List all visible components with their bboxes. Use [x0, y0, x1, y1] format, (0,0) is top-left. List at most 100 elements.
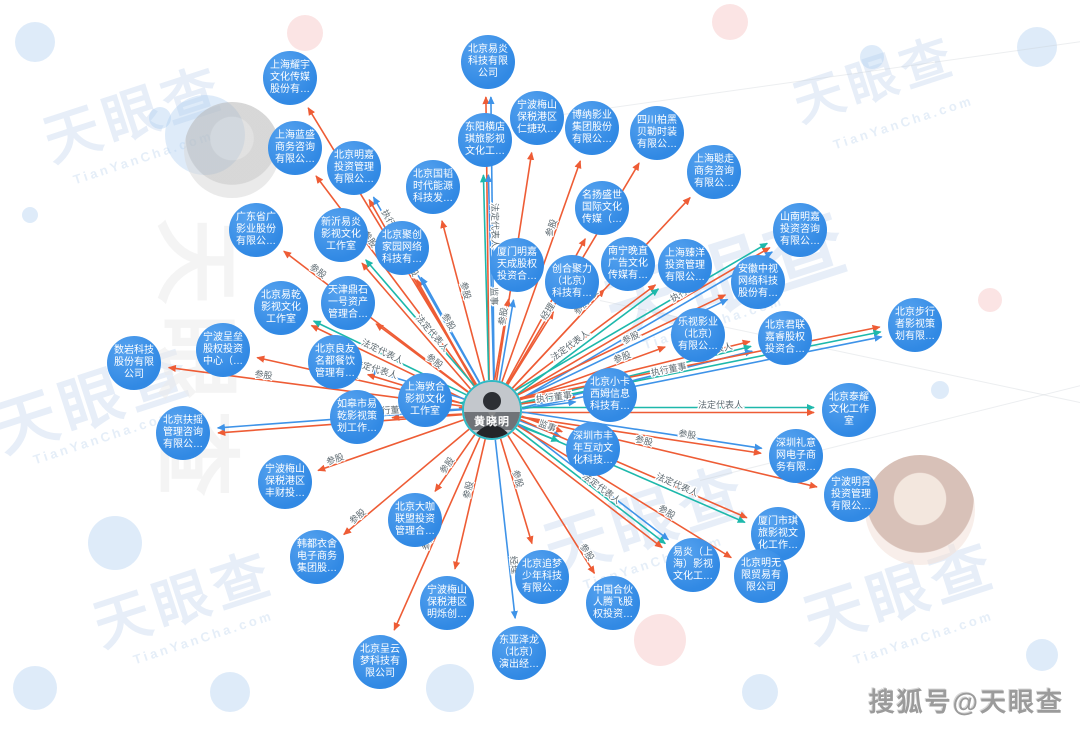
- company-node-label: 数岩科技股份有限公司: [114, 345, 154, 380]
- company-node-label: 宁波梅山保税港区仁捷玖…: [517, 100, 557, 135]
- company-node[interactable]: 数岩科技股份有限公司: [107, 336, 161, 390]
- company-node-label: 上海蓝盛商务咨询有限公…: [275, 130, 315, 165]
- relation-edge: [517, 425, 732, 559]
- company-node[interactable]: 乐视影业（北京）有限公…: [671, 308, 725, 362]
- company-node-label: 东亚泽龙（北京）演出经…: [499, 635, 539, 670]
- company-node[interactable]: 山南明嘉投资咨询有限公…: [773, 203, 827, 257]
- company-node[interactable]: 北京明嘉投资管理有限公…: [327, 141, 381, 195]
- company-node[interactable]: 北京追梦少年科技有限公…: [515, 550, 569, 604]
- company-node[interactable]: 安徽中视网络科技股份有…: [731, 255, 785, 309]
- edge-relation-label: 参股: [634, 433, 654, 448]
- company-node-label: 天津鼎石一号资产管理合…: [328, 285, 368, 320]
- relation-edge: [521, 329, 882, 405]
- relation-edge: [522, 334, 883, 410]
- company-node[interactable]: 创合聚力（北京）科技有…: [545, 255, 599, 309]
- relation-edge: [365, 259, 475, 387]
- company-node[interactable]: 宁波明霄投资管理有限公…: [824, 468, 878, 522]
- company-node[interactable]: 宁波呈垒股权投资中心（…: [196, 323, 250, 377]
- edge-relation-label: 参股: [424, 351, 445, 371]
- edge-relation-label: 法定代表人: [654, 470, 700, 498]
- company-node-label: 北京易炎科技有限公司: [468, 44, 508, 79]
- company-node-label: 深圳礼意网电子商务有限…: [776, 438, 816, 473]
- company-node[interactable]: 北京扶摇管理咨询有限公…: [156, 406, 210, 460]
- company-node[interactable]: 北京明无限贸易有限公司: [734, 549, 788, 603]
- relation-edge: [521, 416, 762, 456]
- company-node-label: 中国合伙人腾飞股权投资…: [593, 585, 633, 620]
- company-node[interactable]: 北京易炎科技有限公司: [461, 35, 515, 89]
- company-node[interactable]: 宁波梅山保税港区丰财投…: [258, 455, 312, 509]
- company-node[interactable]: 北京步行者影视策划有限…: [888, 298, 942, 352]
- relation-edge: [375, 323, 469, 393]
- relation-edge: [518, 423, 670, 541]
- company-node[interactable]: 北京君联嘉睿股权投资合…: [758, 311, 812, 365]
- company-node[interactable]: 中国合伙人腾飞股权投资…: [586, 576, 640, 630]
- company-node[interactable]: 广东省广影业股份有限公…: [229, 203, 283, 257]
- company-node[interactable]: 名扬盛世国际文化传媒（…: [575, 181, 629, 235]
- company-node[interactable]: 韩都衣舍电子商务集团股…: [290, 530, 344, 584]
- company-node-label: 北京大咖联盟投资管理合…: [395, 502, 435, 537]
- relation-edge: [434, 434, 476, 493]
- company-node[interactable]: 北京小卡西姆信息科技有…: [583, 368, 637, 422]
- relation-edge: [520, 324, 881, 400]
- edge-relation-label: 参股: [325, 451, 346, 467]
- relation-edge: [361, 262, 472, 390]
- company-node[interactable]: 北京聚创家园网络科技有…: [375, 221, 429, 275]
- relation-edge: [521, 394, 576, 405]
- company-node[interactable]: 上海臻洋投资管理有限公…: [658, 239, 712, 293]
- company-node-label: 易炎（上海）影视文化工…: [673, 547, 713, 582]
- company-node[interactable]: 天津鼎石一号资产管理合…: [321, 276, 375, 330]
- company-node-label: 乐视影业（北京）有限公…: [678, 317, 718, 352]
- company-node-label: 安徽中视网络科技股份有…: [738, 264, 778, 299]
- relation-edge: [514, 242, 769, 392]
- relation-edge: [479, 174, 490, 381]
- company-node[interactable]: 东亚泽龙（北京）演出经…: [492, 626, 546, 680]
- company-node[interactable]: 深圳礼意网电子商务有限…: [769, 429, 823, 483]
- relation-edge: [283, 250, 469, 393]
- company-node[interactable]: 宁波梅山保税港区仁捷玖…: [510, 91, 564, 145]
- company-node[interactable]: 新沂易炎影视文化工作室: [314, 208, 368, 262]
- company-node[interactable]: 北京国韬时代能源科技发…: [406, 160, 460, 214]
- relation-edge: [521, 416, 818, 489]
- company-node[interactable]: 北京泰耀文化工作室: [822, 383, 876, 437]
- company-node[interactable]: 南宁晚直广告文化传媒有…: [601, 237, 655, 291]
- relation-edge: [343, 428, 470, 536]
- company-node[interactable]: 深圳市丰年互动文化科技…: [566, 422, 620, 476]
- edge-relation-label: 法定代表人: [698, 399, 743, 410]
- company-node[interactable]: 上海耀宇文化传媒股份有…: [263, 51, 317, 105]
- edge-relation-label: 法定代表人: [490, 203, 502, 248]
- company-node-label: 四川柏黑贝勒时装有限公…: [637, 115, 677, 150]
- edge-relation-label: 参股: [678, 427, 697, 441]
- company-node[interactable]: 北京良友名都餐饮管理有…: [308, 335, 362, 389]
- company-node-label: 北京明嘉投资管理有限公…: [334, 150, 374, 185]
- company-node-label: 新沂易炎影视文化工作室: [321, 217, 361, 252]
- company-node[interactable]: 东阳横店琪旅影视文化工…: [458, 113, 512, 167]
- relation-edge: [521, 411, 763, 451]
- center-node[interactable]: 黄晓明: [462, 380, 522, 440]
- company-node[interactable]: 四川柏黑贝勒时装有限公…: [630, 106, 684, 160]
- company-node[interactable]: 北京呈云梦科技有限公司: [353, 635, 407, 689]
- company-node-label: 东阳横店琪旅影视文化工…: [465, 122, 505, 157]
- company-node-label: 上海敩合影视文化工作室: [405, 382, 445, 417]
- company-node[interactable]: 北京易乾影视文化工作室: [254, 281, 308, 335]
- relation-edge: [518, 423, 746, 524]
- company-node[interactable]: 博纳影业集团股份有限公…: [565, 101, 619, 155]
- company-node-label: 北京明无限贸易有限公司: [741, 558, 781, 593]
- company-node[interactable]: 厦门明嘉天成股权投资合…: [490, 238, 544, 292]
- edge-relation-label: 执行董事: [535, 389, 572, 404]
- company-node[interactable]: 易炎（上海）影视文化工…: [666, 538, 720, 592]
- company-node[interactable]: 如皋市易乾影视策划工作…: [330, 390, 384, 444]
- company-node[interactable]: 宁波梅山保税港区明烁创…: [420, 576, 474, 630]
- edge-relation-label: 监事: [489, 287, 500, 305]
- edge-relation-label: 参股: [254, 368, 273, 381]
- company-node-label: 山南明嘉投资咨询有限公…: [780, 212, 820, 247]
- company-node[interactable]: 上海聪走商务咨询有限公…: [687, 145, 741, 199]
- company-node[interactable]: 上海蓝盛商务咨询有限公…: [268, 121, 322, 175]
- company-node[interactable]: 上海敩合影视文化工作室: [398, 373, 452, 427]
- company-node-label: 北京国韬时代能源科技发…: [413, 169, 453, 204]
- company-node-label: 北京良友名都餐饮管理有…: [315, 344, 355, 379]
- company-node[interactable]: 北京大咖联盟投资管理合…: [388, 493, 442, 547]
- company-node-label: 北京呈云梦科技有限公司: [360, 644, 400, 679]
- company-node-label: 宁波梅山保税港区丰财投…: [265, 464, 305, 499]
- relation-edge: [520, 418, 748, 519]
- company-node-label: 韩都衣舍电子商务集团股…: [297, 539, 337, 574]
